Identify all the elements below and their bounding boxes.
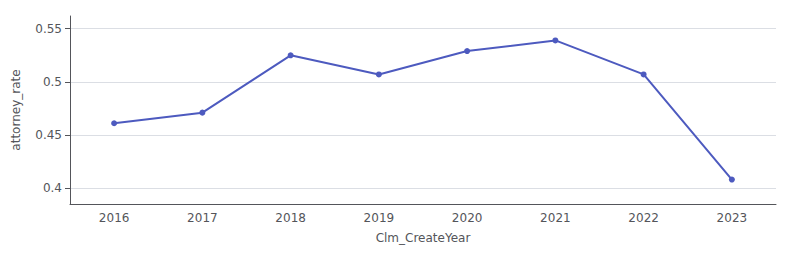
svg-text:2022: 2022: [628, 211, 659, 225]
svg-text:0.45: 0.45: [35, 128, 62, 142]
svg-text:2018: 2018: [275, 211, 306, 225]
svg-text:2017: 2017: [187, 211, 218, 225]
svg-text:0.4: 0.4: [43, 181, 62, 195]
svg-text:2023: 2023: [717, 211, 748, 225]
svg-text:2020: 2020: [452, 211, 483, 225]
svg-text:0.55: 0.55: [35, 22, 62, 36]
svg-text:0.5: 0.5: [43, 75, 62, 89]
svg-text:Clm_CreateYear: Clm_CreateYear: [376, 231, 471, 245]
svg-text:2021: 2021: [540, 211, 571, 225]
svg-text:2016: 2016: [99, 211, 130, 225]
svg-text:attorney_rate: attorney_rate: [9, 69, 23, 150]
svg-text:2019: 2019: [364, 211, 395, 225]
